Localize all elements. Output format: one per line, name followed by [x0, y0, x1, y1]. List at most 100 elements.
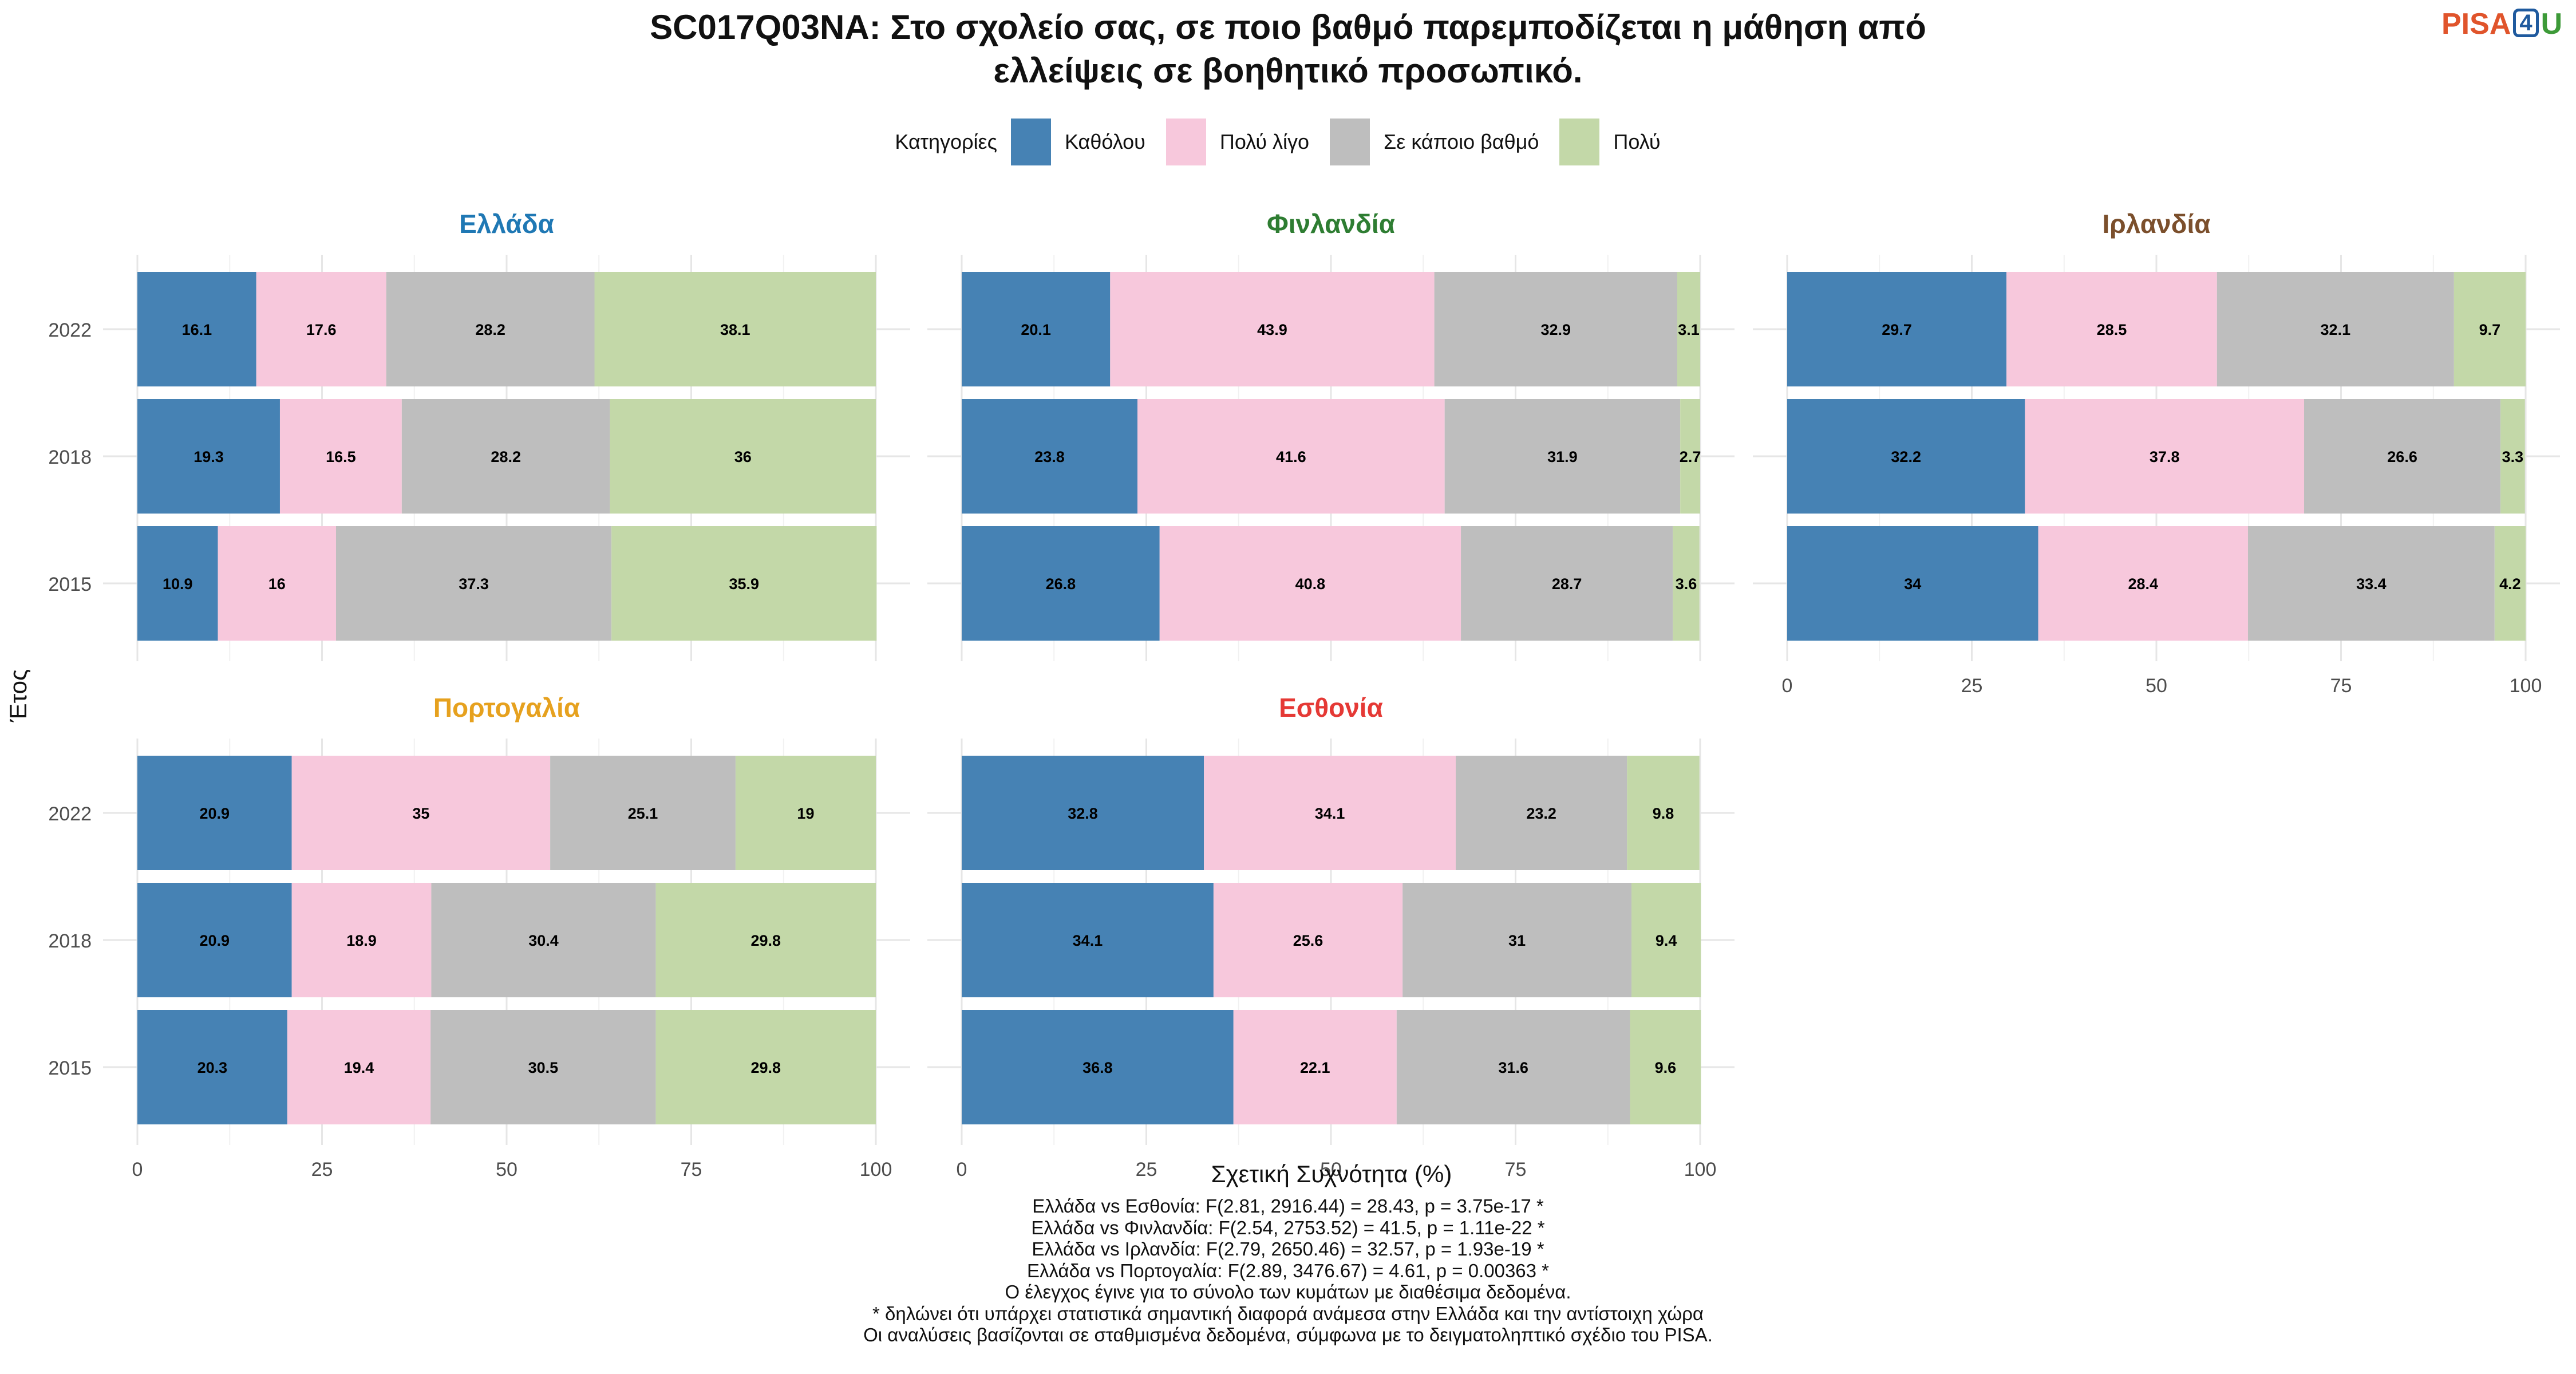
bar-segment-πορτογαλια-2015-2: [287, 1010, 431, 1124]
data-label-πορτογαλια-2018-3: 30.4: [528, 932, 559, 949]
bar-segment-πορτογαλια-2015-4: [655, 1010, 876, 1124]
data-label-ιρλανδια-2022-1: 29.7: [1882, 321, 1912, 338]
data-label-πορτογαλια-2022-1: 20.9: [200, 805, 230, 822]
bar-segment-πορτογαλια-2015-1: [137, 1010, 287, 1124]
bar-segment-πορτογαλια-2022-3: [550, 756, 736, 870]
panel-title-ελλαδα: Ελλάδα: [459, 209, 554, 239]
x-tick-label-εσθονια-50: 50: [1320, 1159, 1342, 1180]
x-tick-label-πορτογαλια-75: 75: [681, 1159, 702, 1180]
data-label-εσθονια-2018-3: 31: [1508, 932, 1526, 949]
bar-segment-ελλαδα-2018-2: [279, 399, 402, 514]
legend-swatch-poly-ligo: [1165, 119, 1206, 165]
x-tick-label-εσθονια-25: 25: [1136, 1159, 1157, 1180]
legend-label-katholou: Καθόλου: [1064, 130, 1145, 153]
bar-segment-πορτογαλια-2018-1: [137, 883, 292, 997]
chart-title: SC017Q03NA: Στο σχολείο σας, σε ποιο βαθ…: [0, 6, 2576, 93]
chart-title-line-2: ελλείψεις σε βοηθητικό προσωπικό.: [993, 52, 1583, 90]
bar-segment-ελλαδα-2015-2: [218, 526, 337, 641]
x-tick-label-ιρλανδια-0: 0: [1782, 675, 1793, 697]
data-label-πορτογαλια-2018-1: 20.9: [200, 932, 230, 949]
data-label-ελλαδα-2015-3: 37.3: [459, 575, 489, 593]
x-tick-label-εσθονια-100: 100: [1684, 1159, 1717, 1180]
x-tick-label-ιρλανδια-75: 75: [2330, 675, 2352, 697]
data-label-ελλαδα-2022-2: 17.6: [306, 321, 337, 338]
footnote-test-ireland: Ελλάδα vs Ιρλανδία: F(2.79, 2650.46) = 3…: [1032, 1238, 1544, 1260]
data-label-εσθονια-2022-2: 34.1: [1315, 805, 1345, 822]
y-tick-label-ελλαδα-2015: 2015: [48, 574, 92, 595]
data-label-εσθονια-2018-4: 9.4: [1656, 932, 1677, 949]
x-tick-label-πορτογαλια-100: 100: [860, 1159, 892, 1180]
y-tick-label-ελλαδα-2022: 2022: [48, 319, 92, 341]
bar-segment-πορτογαλια-2018-4: [655, 883, 876, 997]
x-tick-label-ιρλανδια-50: 50: [2146, 675, 2167, 697]
footnote-test-estonia: Ελλάδα vs Εσθονία: F(2.81, 2916.44) = 28…: [1032, 1195, 1544, 1217]
bar-segment-φινλανδια-2015-3: [1461, 526, 1673, 641]
data-label-φινλανδια-2022-1: 20.1: [1021, 321, 1051, 338]
bar-segment-ιρλανδια-2018-3: [2304, 399, 2501, 514]
data-label-εσθονια-2022-1: 32.8: [1068, 805, 1098, 822]
logo-text-u: U: [2541, 7, 2563, 41]
data-label-φινλανδια-2018-2: 41.6: [1276, 448, 1306, 465]
bar-segment-ιρλανδια-2015-3: [2247, 526, 2495, 641]
legend-item-poly: Πολύ: [1559, 119, 1661, 165]
data-label-πορτογαλια-2022-4: 19: [797, 805, 814, 822]
bar-segment-ελλαδα-2015-3: [336, 526, 612, 641]
data-label-ιρλανδια-2015-2: 28.4: [2128, 575, 2158, 593]
data-label-εσθονια-2015-3: 31.6: [1498, 1059, 1528, 1076]
x-tick-label-ιρλανδια-25: 25: [1961, 675, 1983, 697]
x-tick-label-πορτογαλια-0: 0: [132, 1159, 143, 1180]
data-label-ιρλανδια-2015-1: 34: [1904, 575, 1921, 593]
y-axis-title: Έτος: [5, 669, 31, 723]
data-label-πορτογαλια-2015-3: 30.5: [528, 1059, 559, 1076]
bar-segment-φινλανδια-2022-2: [1110, 272, 1435, 386]
x-tick-label-ιρλανδια-100: 100: [2510, 675, 2542, 697]
panel-title-πορτογαλια: Πορτογαλία: [433, 693, 580, 722]
bar-segment-πορτογαλια-2018-2: [291, 883, 432, 997]
data-label-ελλαδα-2015-1: 10.9: [163, 575, 193, 593]
data-label-ιρλανδια-2022-2: 28.5: [2097, 321, 2127, 338]
data-label-ιρλανδια-2018-3: 26.6: [2387, 448, 2417, 465]
bar-segment-φινλανδια-2015-2: [1159, 526, 1461, 641]
bar-segment-ιρλανδια-2015-1: [1787, 526, 2038, 641]
data-label-φινλανδια-2022-4: 3.1: [1678, 321, 1700, 338]
bar-segment-εσθονια-2018-2: [1213, 883, 1403, 997]
bar-segment-φινλανδια-2022-1: [962, 272, 1111, 386]
data-label-ελλαδα-2015-4: 35.9: [729, 575, 759, 593]
bar-segment-ελλαδα-2018-4: [610, 399, 876, 514]
x-tick-label-εσθονια-0: 0: [957, 1159, 967, 1180]
data-label-φινλανδια-2022-3: 32.9: [1541, 321, 1571, 338]
x-tick-label-πορτογαλια-50: 50: [496, 1159, 517, 1180]
bar-segment-εσθονια-2022-3: [1456, 756, 1627, 870]
data-label-ελλαδα-2018-2: 16.5: [326, 448, 356, 465]
data-label-πορτογαλια-2018-4: 29.8: [751, 932, 781, 949]
footnotes: Ελλάδα vs Εσθονία: F(2.81, 2916.44) = 28…: [0, 1195, 2576, 1346]
bar-segment-πορτογαλια-2022-4: [735, 756, 876, 870]
data-label-φινλανδια-2015-4: 3.6: [1676, 575, 1697, 593]
x-tick-label-πορτογαλια-25: 25: [311, 1159, 333, 1180]
data-label-ιρλανδια-2022-3: 32.1: [2321, 321, 2351, 338]
data-label-φινλανδια-2015-3: 28.7: [1552, 575, 1582, 593]
bar-segment-εσθονια-2022-1: [962, 756, 1204, 870]
legend-swatch-kapoio-vathmo: [1330, 119, 1370, 165]
data-label-ελλαδα-2018-3: 28.2: [491, 448, 521, 465]
bar-segment-πορτογαλια-2022-2: [291, 756, 551, 870]
data-label-ελλαδα-2022-4: 38.1: [720, 321, 750, 338]
bar-segment-εσθονια-2018-1: [962, 883, 1214, 997]
bar-segment-εσθονια-2015-2: [1233, 1010, 1397, 1124]
data-label-εσθονια-2022-4: 9.8: [1653, 805, 1674, 822]
bar-segment-ιρλανδια-2015-4: [2494, 526, 2526, 641]
data-label-φινλανδια-2018-4: 2.7: [1680, 448, 1701, 465]
bar-segment-φινλανδια-2015-1: [962, 526, 1160, 641]
bar-segment-φινλανδια-2018-3: [1444, 399, 1681, 514]
bar-segment-ιρλανδια-2022-1: [1787, 272, 2007, 386]
footnote-weighting-note: Οι αναλύσεις βασίζονται σε σταθμισμένα δ…: [863, 1324, 1713, 1345]
bar-segment-ιρλανδια-2022-2: [2006, 272, 2217, 386]
data-label-εσθονια-2018-2: 25.6: [1293, 932, 1323, 949]
legend-item-kapoio-vathmo: Σε κάποιο βαθμό: [1330, 119, 1539, 165]
legend: Κατηγορίες Καθόλου Πολύ λίγο Σε κάποιο β…: [0, 117, 2576, 167]
legend-title: Κατηγορίες: [895, 130, 997, 153]
footnote-waves-note: Ο έλεγχος έγινε για το σύνολο των κυμάτω…: [1005, 1281, 1571, 1302]
bar-segment-εσθονια-2015-3: [1396, 1010, 1630, 1124]
bar-segment-ελλαδα-2015-1: [137, 526, 218, 641]
bar-segment-φινλανδια-2018-4: [1680, 399, 1700, 514]
